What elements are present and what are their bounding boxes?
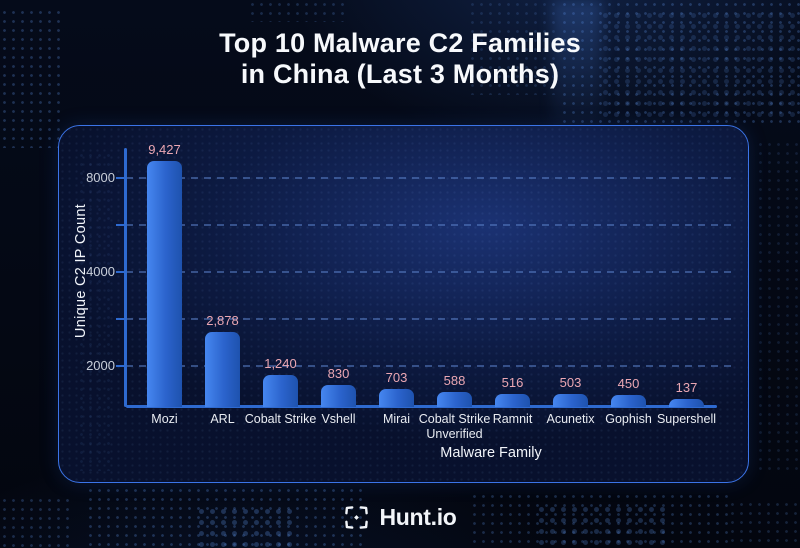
- y-gridline: [126, 271, 734, 273]
- logo-text: Hunt.io: [379, 503, 457, 530]
- x-tick-label: Acunetix: [546, 412, 595, 426]
- x-tick-label: Supershell: [656, 412, 717, 426]
- bar-gophish: [611, 395, 646, 407]
- x-axis-line: [126, 405, 717, 408]
- bar-value-label: 1,240: [264, 356, 297, 371]
- bar-value-label: 137: [675, 380, 698, 395]
- bar-value-label: 830: [327, 366, 350, 381]
- x-tick-label: Ramnit: [492, 412, 533, 426]
- x-tick-label: Cobalt Strike Unverified: [418, 412, 491, 441]
- y-axis-line: [124, 148, 127, 407]
- x-tick-label: Gophish: [605, 412, 652, 426]
- y-tick-label: 4000: [86, 264, 115, 279]
- y-gridline: [126, 177, 734, 179]
- x-tick-label: ARL: [210, 412, 235, 426]
- bar-supershell: [669, 399, 704, 407]
- x-tick-label: Mozi: [151, 412, 178, 426]
- x-tick-label: Vshell: [321, 412, 356, 426]
- bar-value-label: 516: [501, 375, 524, 390]
- y-tick-mark: [116, 224, 125, 226]
- footer-branding: Hunt.io: [0, 501, 800, 533]
- y-tick-mark: [116, 177, 125, 179]
- halftone-dots-decoration: [248, 0, 348, 22]
- y-gridline: [126, 365, 734, 367]
- bar-value-label: 703: [385, 370, 408, 385]
- y-tick-label: 2000: [86, 358, 115, 373]
- chart-card: Unique C2 IP Count 2000 4000 8000 9,427 Moz…: [58, 125, 749, 483]
- x-axis-title: Malware Family: [440, 445, 542, 461]
- y-gridline: [126, 318, 734, 320]
- y-tick-mark: [116, 271, 125, 273]
- y-tick-label: 8000: [86, 170, 115, 185]
- bar-cobalt-strike-unverified: [437, 392, 472, 407]
- chart-title-line1: Top 10 Malware C2 Families: [219, 28, 581, 58]
- bar-ramnit: [495, 394, 530, 407]
- bar-acunetix: [553, 394, 588, 407]
- x-tick-label: Cobalt Strike: [244, 412, 317, 426]
- bar-value-label: 9,427: [148, 142, 181, 157]
- y-gridline: [126, 224, 734, 226]
- bar-mozi: [147, 161, 182, 407]
- bar-value-label: 2,878: [206, 313, 239, 328]
- bar-mirai: [379, 389, 414, 407]
- chart-title-line2: in China (Last 3 Months): [240, 59, 560, 89]
- bar-value-label: 503: [559, 375, 582, 390]
- bar-arl: [205, 332, 240, 407]
- bar-vshell: [321, 385, 356, 407]
- bar-value-label: 588: [443, 373, 466, 388]
- chart-title: Top 10 Malware C2 Families in China (Las…: [0, 28, 800, 90]
- four-outward-arrows-icon: [345, 505, 369, 529]
- bar-cobalt-strike: [263, 375, 298, 407]
- y-tick-mark: [116, 318, 125, 320]
- bar-value-label: 450: [617, 376, 640, 391]
- y-tick-mark: [116, 365, 125, 367]
- halftone-dots-decoration: [756, 140, 800, 470]
- x-tick-label: Mirai: [382, 412, 411, 426]
